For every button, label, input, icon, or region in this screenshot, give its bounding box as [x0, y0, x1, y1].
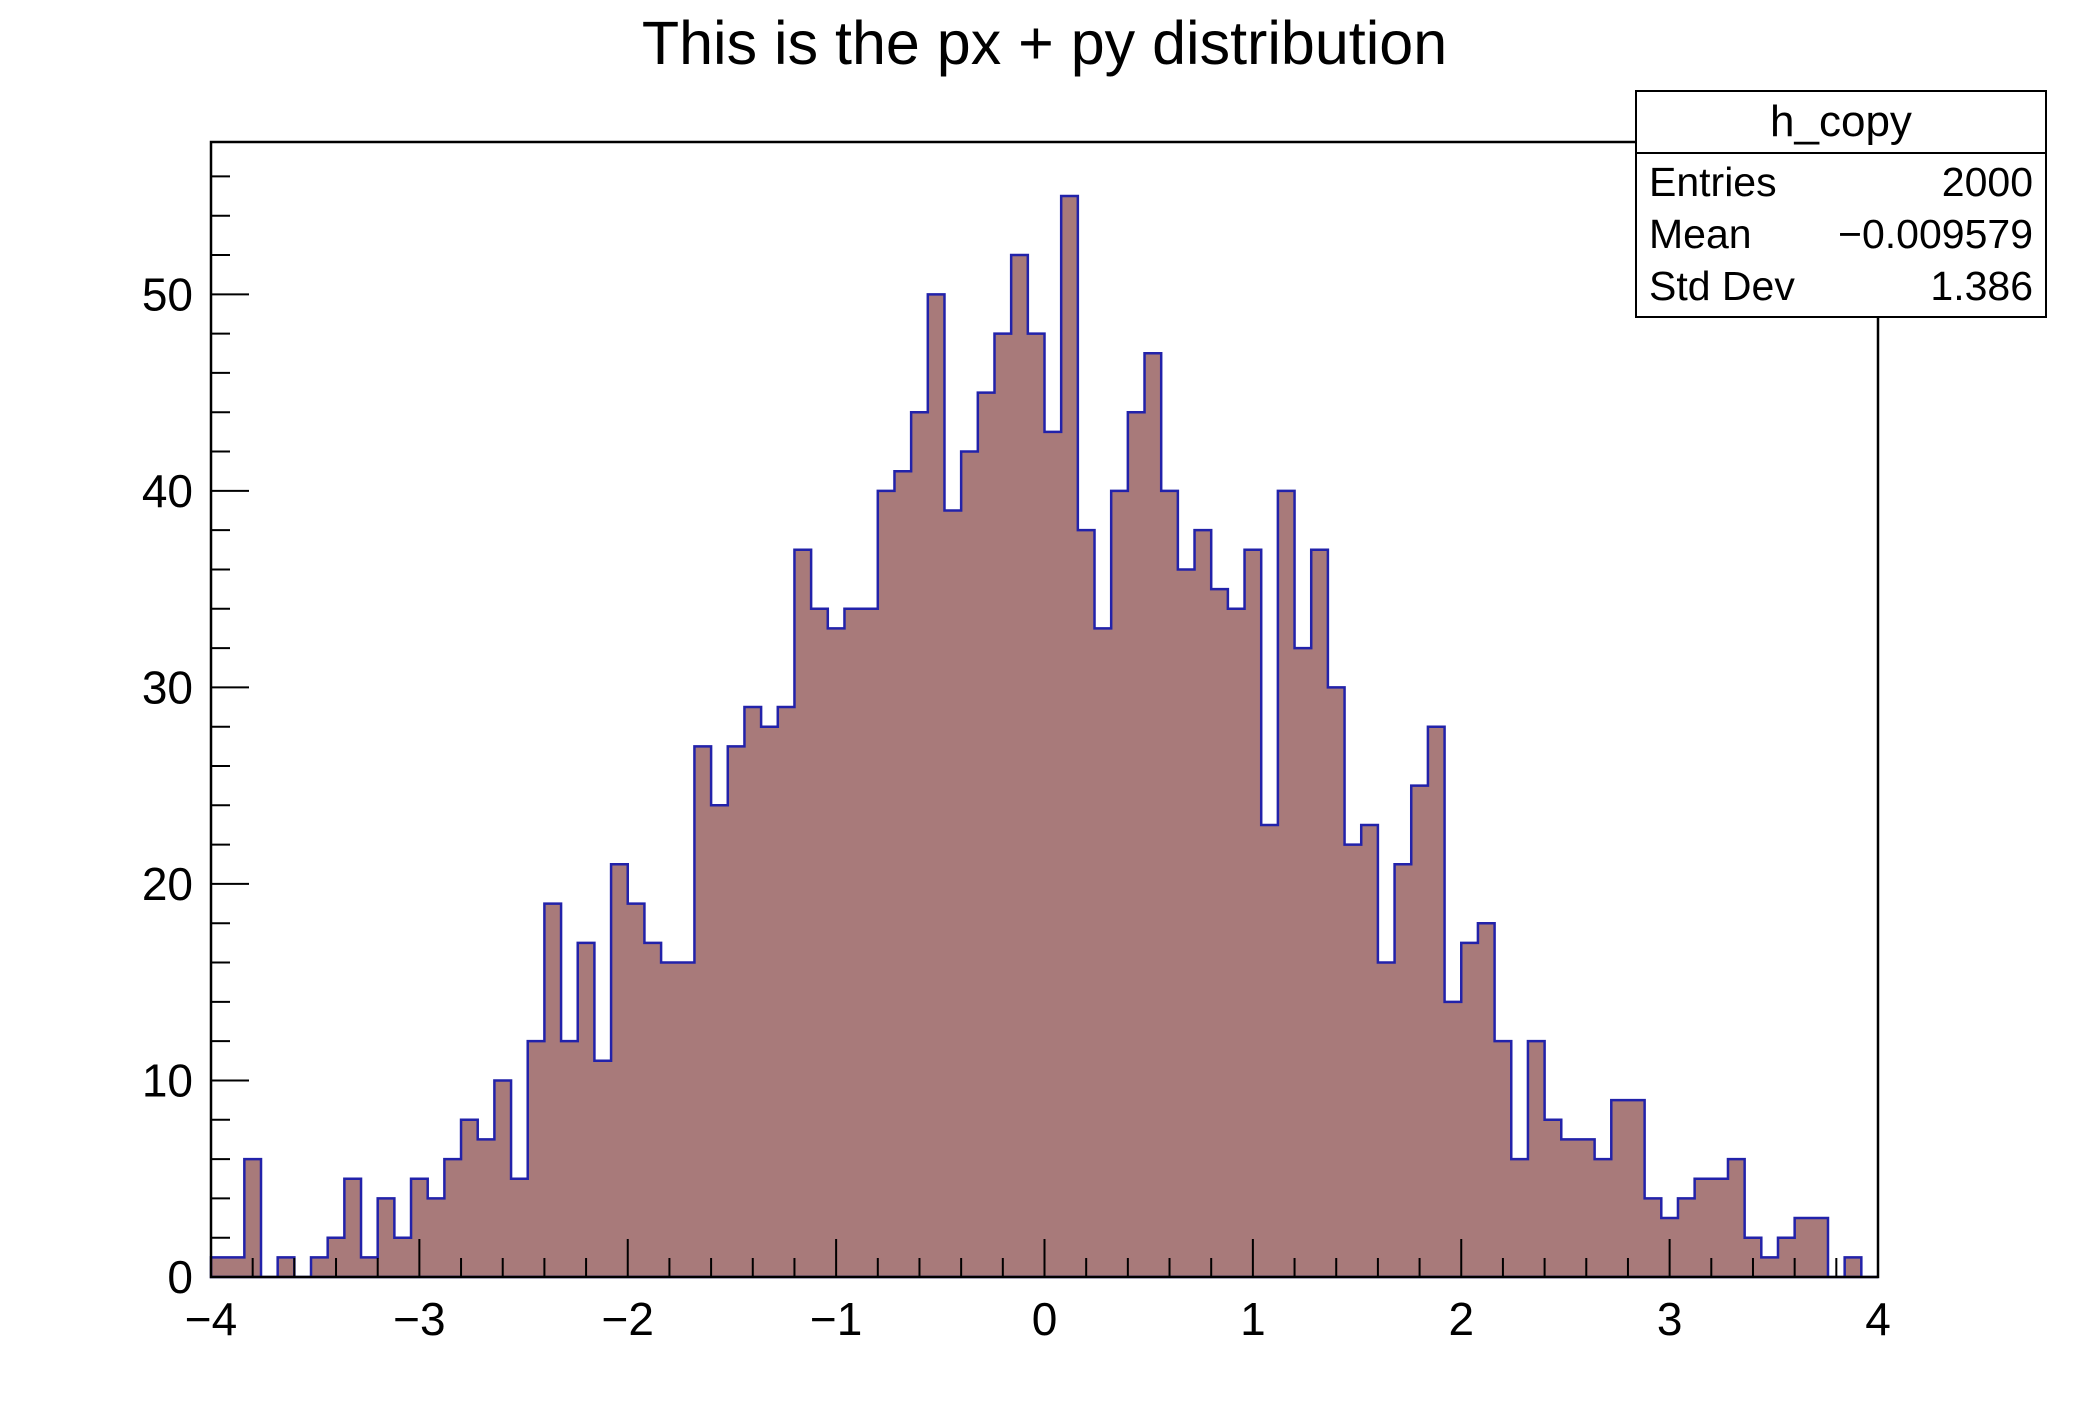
y-tick-label: 30 — [142, 661, 193, 713]
y-tick-label: 0 — [167, 1251, 193, 1303]
histogram-bars — [209, 194, 1878, 1279]
stats-row-entries: Entries 2000 — [1649, 156, 2033, 208]
stats-label: Mean — [1649, 211, 1752, 257]
stats-row-stddev: Std Dev 1.386 — [1649, 260, 2033, 312]
stats-rows: Entries 2000 Mean −0.009579 Std Dev 1.38… — [1637, 154, 2045, 316]
x-tick-label: 1 — [1240, 1293, 1266, 1345]
stats-row-mean: Mean −0.009579 — [1649, 208, 2033, 260]
x-tick-label: 4 — [1865, 1293, 1891, 1345]
x-tick-label: −2 — [602, 1293, 654, 1345]
y-tick-label: 20 — [142, 858, 193, 910]
y-tick-label: 50 — [142, 268, 193, 320]
x-tick-label: −3 — [393, 1293, 445, 1345]
stats-value: −0.009579 — [1838, 211, 2033, 257]
stats-title: h_copy — [1637, 92, 2045, 154]
stats-label: Std Dev — [1649, 263, 1795, 309]
stats-box: h_copy Entries 2000 Mean −0.009579 Std D… — [1635, 90, 2047, 318]
stats-value: 1.386 — [1930, 263, 2033, 309]
x-tick-label: 3 — [1657, 1293, 1683, 1345]
y-tick-label: 40 — [142, 465, 193, 517]
x-tick-label: 0 — [1032, 1293, 1058, 1345]
y-tick-label: 10 — [142, 1054, 193, 1106]
stats-value: 2000 — [1941, 159, 2033, 205]
x-tick-label: −4 — [185, 1293, 237, 1345]
page-title: This is the px + py distribution — [641, 9, 1448, 77]
x-tick-label: −1 — [810, 1293, 862, 1345]
stats-label: Entries — [1649, 159, 1777, 205]
x-tick-label: 2 — [1448, 1293, 1474, 1345]
